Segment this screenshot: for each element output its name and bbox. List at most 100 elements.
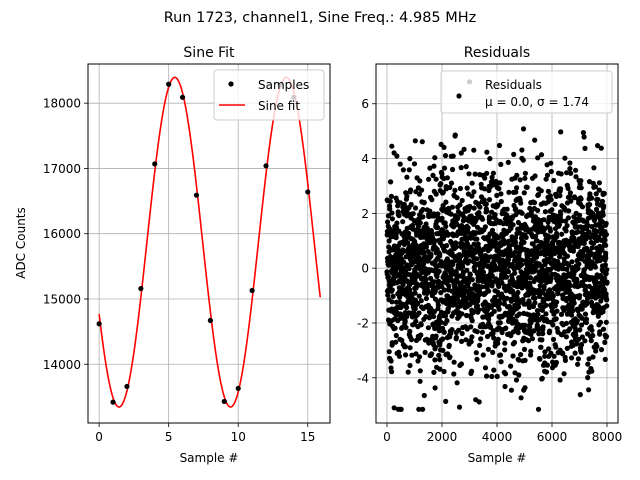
- residual-point: [408, 201, 414, 208]
- residual-point: [505, 159, 511, 165]
- residual-point: [564, 170, 570, 176]
- residual-point: [578, 342, 585, 348]
- residual-point: [541, 226, 547, 233]
- residual-point: [484, 333, 491, 340]
- residual-point: [391, 405, 397, 411]
- residual-point: [453, 244, 460, 250]
- residual-point: [418, 322, 424, 328]
- residual-point: [547, 328, 553, 334]
- residual-point: [521, 239, 527, 245]
- residual-point: [408, 187, 414, 193]
- residual-point: [522, 357, 528, 363]
- residual-point: [432, 155, 438, 161]
- residual-point: [485, 346, 491, 352]
- residual-point: [532, 295, 538, 301]
- residual-point: [541, 283, 547, 290]
- residual-point: [556, 222, 563, 228]
- residual-point: [503, 274, 510, 280]
- sine-fit-legend: Samples Sine fit: [213, 69, 325, 121]
- residual-point: [518, 262, 525, 268]
- residual-point: [386, 238, 392, 244]
- residual-point: [409, 352, 415, 358]
- residual-point: [486, 197, 493, 203]
- residual-point: [600, 326, 607, 332]
- residual-point: [512, 270, 518, 276]
- residual-point: [602, 339, 608, 345]
- residual-point: [435, 302, 441, 308]
- sine-fit-title: Sine Fit: [183, 45, 235, 61]
- sine-fit-y-tick-label: 14000: [43, 358, 81, 372]
- sine-fit-line: [98, 76, 322, 408]
- residual-point: [591, 240, 597, 246]
- residual-point: [425, 325, 431, 331]
- residual-point: [496, 142, 503, 149]
- residual-point: [432, 344, 438, 350]
- residual-point: [443, 223, 449, 229]
- residual-point: [559, 231, 565, 237]
- residual-point: [534, 238, 540, 244]
- residual-point: [596, 284, 602, 291]
- residual-point: [552, 201, 558, 207]
- residual-point: [407, 345, 413, 351]
- sample-point: [235, 385, 241, 392]
- residuals-x-tick-label: 2000: [427, 430, 458, 444]
- residual-point: [521, 346, 528, 352]
- residual-point: [604, 267, 610, 273]
- residual-point: [489, 227, 496, 233]
- residual-point: [548, 168, 554, 175]
- residual-point: [418, 332, 424, 338]
- residual-point: [449, 166, 456, 173]
- residual-point: [601, 190, 607, 197]
- residual-point: [554, 299, 560, 305]
- residual-point: [522, 170, 529, 176]
- residuals-xlabel: Sample #: [468, 451, 527, 465]
- residuals-y-tick-label: 6: [361, 97, 369, 111]
- legend-samples-label: Samples: [258, 78, 309, 92]
- residual-point: [454, 380, 460, 386]
- residual-point: [393, 235, 399, 241]
- residual-point: [433, 333, 439, 339]
- residual-point: [441, 287, 447, 293]
- residual-point: [441, 165, 448, 171]
- residual-point: [447, 354, 453, 360]
- residual-point: [512, 239, 519, 245]
- residual-point: [493, 240, 499, 246]
- residual-point: [400, 282, 406, 288]
- residual-point: [518, 200, 524, 206]
- residual-point: [589, 327, 595, 333]
- sample-point: [179, 94, 186, 100]
- residual-point: [604, 303, 610, 309]
- residual-point: [498, 198, 504, 205]
- residual-point: [429, 197, 435, 203]
- residual-point: [515, 289, 521, 296]
- residual-point: [520, 126, 527, 132]
- residual-point: [514, 172, 520, 178]
- residual-point: [411, 161, 418, 167]
- residual-point: [513, 212, 519, 218]
- residual-point: [481, 186, 488, 192]
- residual-point: [599, 219, 605, 225]
- residual-point: [429, 351, 435, 357]
- residual-point: [573, 174, 579, 180]
- legend-residuals-marker: [456, 93, 462, 99]
- residual-point: [497, 300, 503, 306]
- residual-point: [582, 311, 589, 317]
- residual-point: [510, 222, 516, 228]
- residual-point: [491, 308, 497, 314]
- residual-point: [543, 369, 550, 375]
- residual-point: [604, 296, 610, 302]
- residual-point: [575, 308, 581, 314]
- residual-point: [449, 267, 455, 273]
- residual-point: [567, 160, 573, 166]
- residual-point: [430, 172, 436, 178]
- residual-point: [562, 155, 568, 161]
- residual-point: [386, 278, 392, 284]
- residual-point: [418, 298, 424, 304]
- residual-point: [550, 241, 556, 247]
- residual-point: [480, 269, 487, 275]
- residual-point: [551, 177, 557, 184]
- residual-point: [415, 300, 421, 306]
- residual-point: [490, 349, 496, 355]
- residual-point: [571, 300, 577, 306]
- residual-point: [533, 233, 539, 239]
